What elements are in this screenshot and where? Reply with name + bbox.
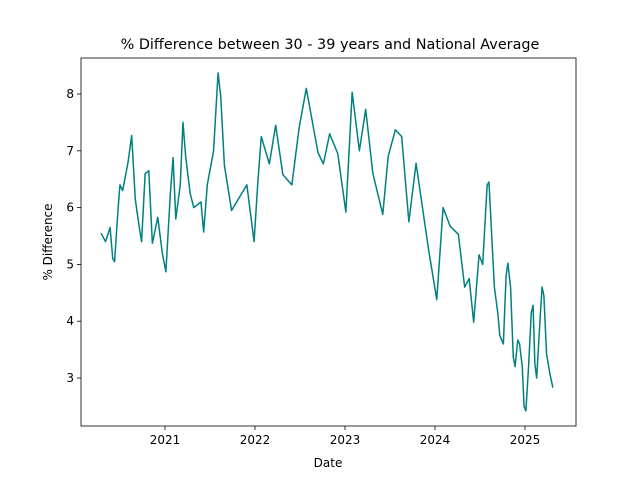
chart-title: % Difference between 30 - 39 years and N… bbox=[121, 37, 540, 53]
y-tick-label: 5 bbox=[66, 257, 74, 271]
x-tick-label: 2025 bbox=[510, 433, 541, 447]
data-line bbox=[100, 72, 554, 412]
y-tick-label: 3 bbox=[66, 371, 74, 385]
x-tick-label: 2023 bbox=[330, 433, 361, 447]
y-tick-label: 4 bbox=[66, 314, 74, 328]
y-tick-label: 7 bbox=[66, 144, 74, 158]
x-tick-label: 2021 bbox=[150, 433, 181, 447]
x-tick-label: 2022 bbox=[240, 433, 271, 447]
y-tick-label: 8 bbox=[66, 87, 74, 101]
plot-frame bbox=[80, 57, 577, 427]
y-axis-label: % Difference bbox=[41, 203, 55, 280]
x-tick-label: 2024 bbox=[420, 433, 451, 447]
x-axis-label: Date bbox=[314, 456, 343, 470]
y-tick-label: 6 bbox=[66, 201, 74, 215]
